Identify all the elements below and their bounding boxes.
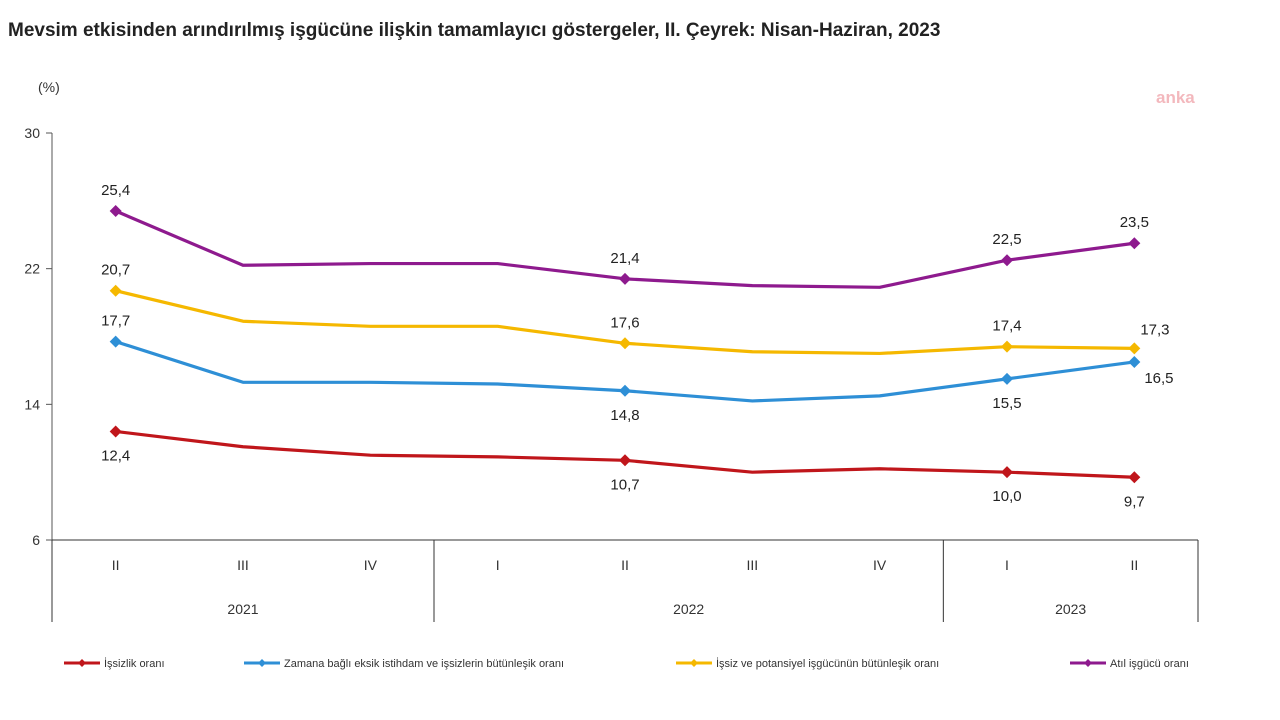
data-point-marker bbox=[619, 384, 631, 397]
data-label: 20,7 bbox=[101, 262, 130, 279]
data-label: 9,7 bbox=[1124, 493, 1145, 510]
legend-marker bbox=[78, 659, 86, 667]
y-unit-label: (%) bbox=[38, 79, 60, 95]
data-point-marker bbox=[109, 335, 122, 348]
year-label: 2023 bbox=[1055, 601, 1086, 617]
data-label: 17,7 bbox=[101, 313, 130, 330]
y-tick-label: 22 bbox=[24, 261, 40, 277]
y-tick-label: 14 bbox=[24, 396, 40, 412]
data-label: 12,4 bbox=[101, 447, 130, 464]
data-label: 14,8 bbox=[610, 407, 639, 424]
legend-marker bbox=[1084, 659, 1092, 667]
data-label: 22,5 bbox=[992, 231, 1021, 248]
legend-marker bbox=[690, 659, 698, 667]
data-point-marker bbox=[1001, 340, 1013, 353]
data-point-marker bbox=[619, 337, 631, 350]
data-label: 23,5 bbox=[1120, 214, 1149, 231]
year-label: 2022 bbox=[673, 601, 704, 617]
data-label: 17,4 bbox=[992, 318, 1021, 335]
data-point-marker bbox=[619, 272, 631, 285]
data-label: 10,0 bbox=[992, 488, 1021, 505]
data-label: 17,3 bbox=[1140, 321, 1169, 338]
data-label: 17,6 bbox=[610, 314, 639, 331]
data-point-marker bbox=[1001, 372, 1013, 385]
legend-label: İşsiz ve potansiyel işgücünün bütünleşik… bbox=[716, 657, 939, 670]
legend-label: Atıl işgücü oranı bbox=[1110, 658, 1189, 670]
x-tick-label: I bbox=[496, 557, 500, 573]
y-tick-label: 30 bbox=[24, 125, 40, 141]
x-tick-label: III bbox=[237, 557, 249, 573]
x-tick-label: III bbox=[746, 557, 758, 573]
data-point-marker bbox=[1128, 342, 1141, 355]
data-label: 21,4 bbox=[610, 250, 639, 267]
data-label: 10,7 bbox=[610, 476, 639, 493]
legend-marker bbox=[258, 659, 266, 667]
data-point-marker bbox=[1001, 466, 1013, 479]
y-tick-label: 6 bbox=[32, 532, 40, 548]
legend-label: İşsizlik oranı bbox=[104, 657, 165, 670]
x-tick-label: II bbox=[112, 557, 120, 573]
x-tick-label: II bbox=[1130, 557, 1138, 573]
x-tick-label: IV bbox=[364, 557, 378, 573]
watermark-logo: anka bbox=[1156, 88, 1195, 107]
data-point-marker bbox=[1128, 471, 1141, 484]
data-point-marker bbox=[1128, 237, 1141, 250]
legend-label: Zamana bağlı eksik istihdam ve işsizleri… bbox=[284, 658, 564, 670]
data-label: 15,5 bbox=[992, 395, 1021, 412]
x-tick-label: I bbox=[1005, 557, 1009, 573]
data-point-marker bbox=[109, 284, 122, 297]
data-point-marker bbox=[1001, 254, 1013, 267]
data-label: 16,5 bbox=[1144, 370, 1173, 387]
data-label: 25,4 bbox=[101, 182, 130, 199]
data-point-marker bbox=[109, 425, 122, 438]
x-tick-label: II bbox=[621, 557, 629, 573]
data-point-marker bbox=[619, 454, 631, 467]
chart-title: Mevsim etkisinden arındırılmış işgücüne … bbox=[8, 20, 941, 41]
year-label: 2021 bbox=[227, 601, 258, 617]
data-point-marker bbox=[1128, 355, 1141, 368]
x-tick-label: IV bbox=[873, 557, 887, 573]
data-point-marker bbox=[109, 205, 122, 218]
